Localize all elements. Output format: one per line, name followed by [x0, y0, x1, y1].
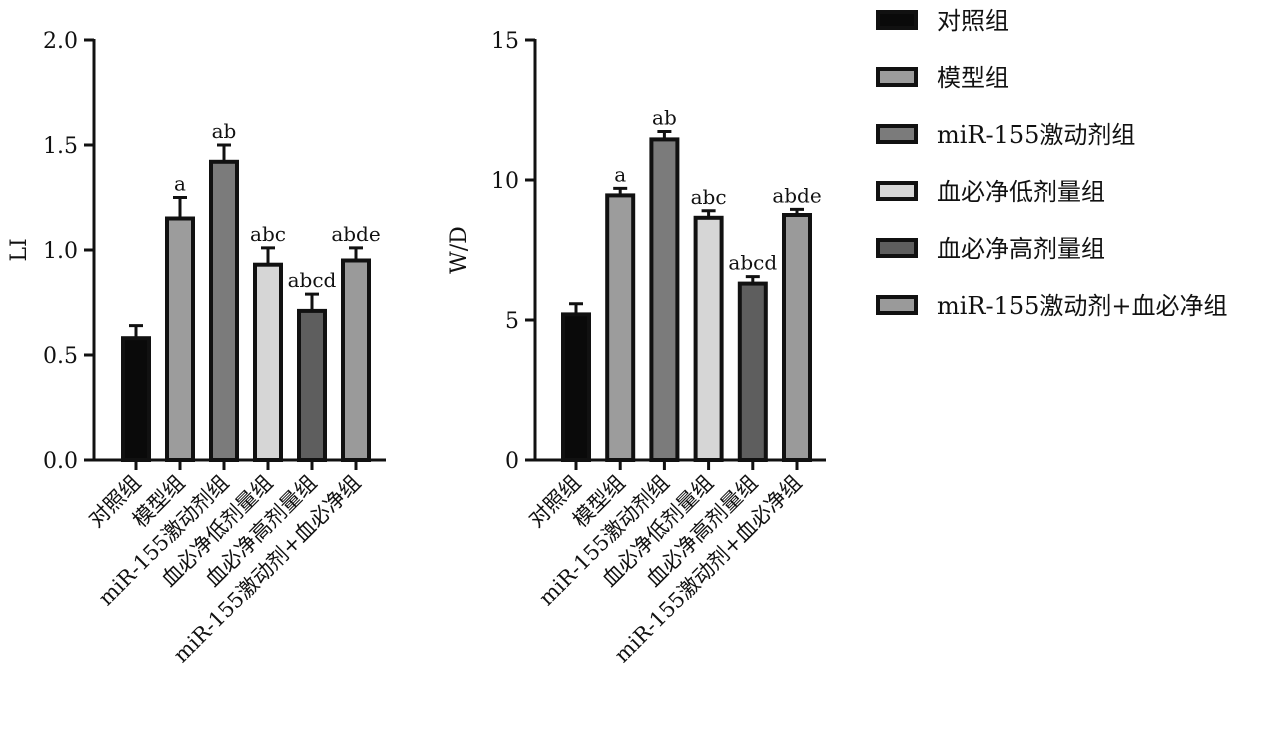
- error-bar: [701, 209, 716, 218]
- li-chart: 0.00.51.01.52.0LI对照组a模型组abmiR-155激动剂组abc…: [7, 29, 386, 667]
- bar: [561, 312, 591, 462]
- legend-entry: miR-155激动剂组: [937, 121, 1135, 149]
- significance-label: abde: [772, 183, 821, 207]
- significance-label: abc: [250, 222, 286, 246]
- legend-swatch: [876, 10, 918, 30]
- error-bar: [129, 324, 143, 339]
- legend-entry: 血必净高剂量组: [937, 235, 1105, 263]
- legend-swatch: [876, 124, 918, 144]
- bar: [341, 258, 371, 462]
- y-tick-label: 2.0: [43, 29, 78, 54]
- legend-entry: 对照组: [937, 7, 1009, 35]
- error-bar: [305, 292, 319, 311]
- significance-label: a: [174, 172, 186, 196]
- significance-label: a: [614, 162, 626, 186]
- error-bar: [569, 302, 583, 315]
- legend-entry: 模型组: [937, 64, 1009, 92]
- legend-entry: miR-155激动剂+血必净组: [937, 292, 1228, 320]
- bar: [165, 216, 195, 462]
- legend-swatch: [876, 238, 918, 258]
- significance-label: abcd: [728, 251, 777, 275]
- bar: [209, 159, 239, 463]
- error-bar: [790, 207, 804, 215]
- y-axis-label: LI: [7, 238, 32, 261]
- y-tick-label: 15: [491, 29, 519, 54]
- y-axis-label: W/D: [447, 226, 472, 274]
- significance-label: ab: [652, 106, 677, 130]
- bar: [297, 308, 327, 462]
- legend-swatch: [876, 181, 918, 201]
- significance-label: abde: [331, 222, 380, 246]
- y-tick-label: 10: [491, 169, 519, 194]
- legend-entry: 血必净低剂量组: [937, 178, 1105, 206]
- error-bar: [173, 196, 187, 219]
- wd-chart: 051015W/D对照组a模型组abmiR-155激动剂组abc血必净低剂量组a…: [447, 29, 826, 667]
- y-tick-label: 0.5: [43, 344, 78, 369]
- y-tick-label: 0: [505, 449, 519, 474]
- significance-label: abc: [691, 185, 727, 209]
- legend-swatch: [876, 67, 918, 87]
- bar: [737, 281, 768, 462]
- y-tick-label: 1.0: [43, 239, 78, 264]
- bar: [649, 137, 680, 462]
- significance-label: ab: [212, 119, 237, 143]
- error-bar: [657, 130, 672, 140]
- error-bar: [745, 275, 760, 284]
- error-bar: [613, 186, 628, 196]
- bar: [121, 336, 151, 463]
- bar: [782, 213, 812, 462]
- legend-swatch: [876, 295, 918, 315]
- bar: [253, 262, 283, 463]
- bar: [605, 193, 636, 462]
- significance-label: abcd: [288, 268, 337, 292]
- error-bar: [261, 246, 275, 265]
- error-bar: [349, 246, 363, 261]
- y-tick-label: 0.0: [43, 449, 78, 474]
- y-tick-label: 5: [505, 309, 519, 334]
- y-tick-label: 1.5: [43, 134, 78, 159]
- error-bar: [217, 143, 231, 162]
- bar: [693, 215, 724, 462]
